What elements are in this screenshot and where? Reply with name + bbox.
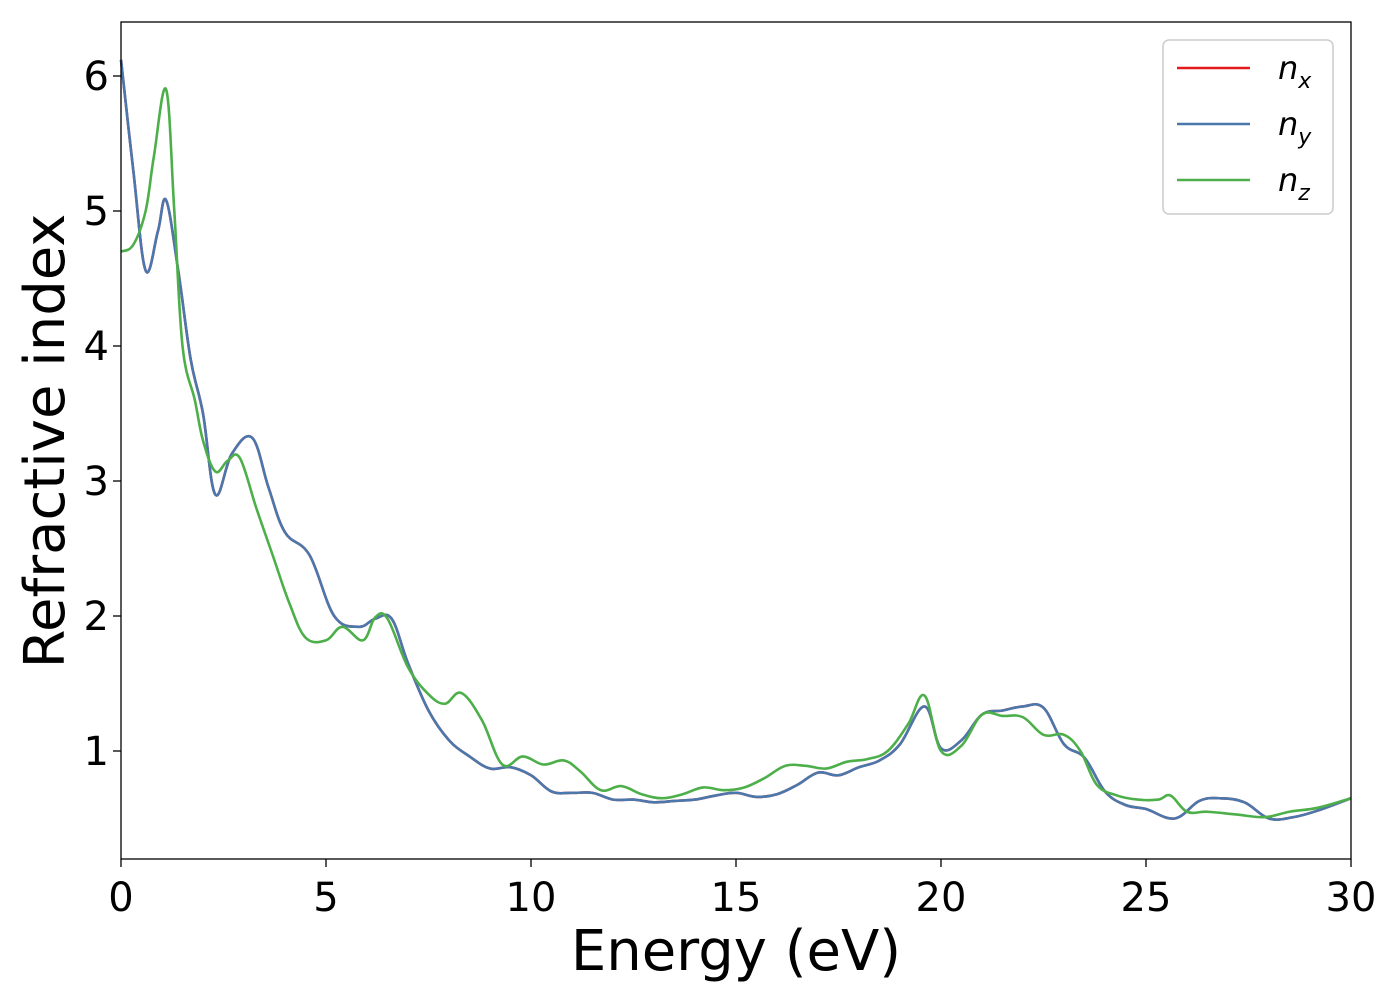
x-tick-label: 0	[108, 875, 133, 921]
series-line-z	[120, 87, 1352, 819]
x-tick-label: 10	[506, 875, 557, 921]
x-tick-label: 5	[313, 875, 338, 921]
x-tick-label: 15	[711, 875, 762, 921]
legend: nx ny nz	[1162, 39, 1334, 215]
y-tick-label: 6	[84, 54, 109, 100]
x-axis-label: Energy (eV)	[571, 919, 901, 984]
legend-box	[1162, 39, 1334, 215]
legend-label-z: nz	[1278, 161, 1310, 206]
series-line-y	[119, 59, 1352, 821]
legend-label-x: nx	[1278, 49, 1312, 94]
y-tick-label: 5	[84, 189, 109, 235]
y-axis-label: Refractive index	[13, 214, 78, 669]
legend-label-y: ny	[1278, 105, 1312, 150]
x-axis: 0 5 10 15 20 25 30	[108, 859, 1376, 921]
y-tick-label: 3	[84, 459, 109, 505]
x-tick-label: 25	[1121, 875, 1172, 921]
x-tick-label: 20	[916, 875, 967, 921]
y-axis: 1 2 3 4 5 6	[84, 54, 121, 775]
y-tick-label: 1	[84, 729, 109, 775]
y-tick-label: 2	[84, 594, 109, 640]
series-layer	[119, 59, 1352, 821]
y-tick-label: 4	[84, 324, 109, 370]
x-tick-label: 30	[1326, 875, 1377, 921]
plot-area	[121, 22, 1351, 859]
